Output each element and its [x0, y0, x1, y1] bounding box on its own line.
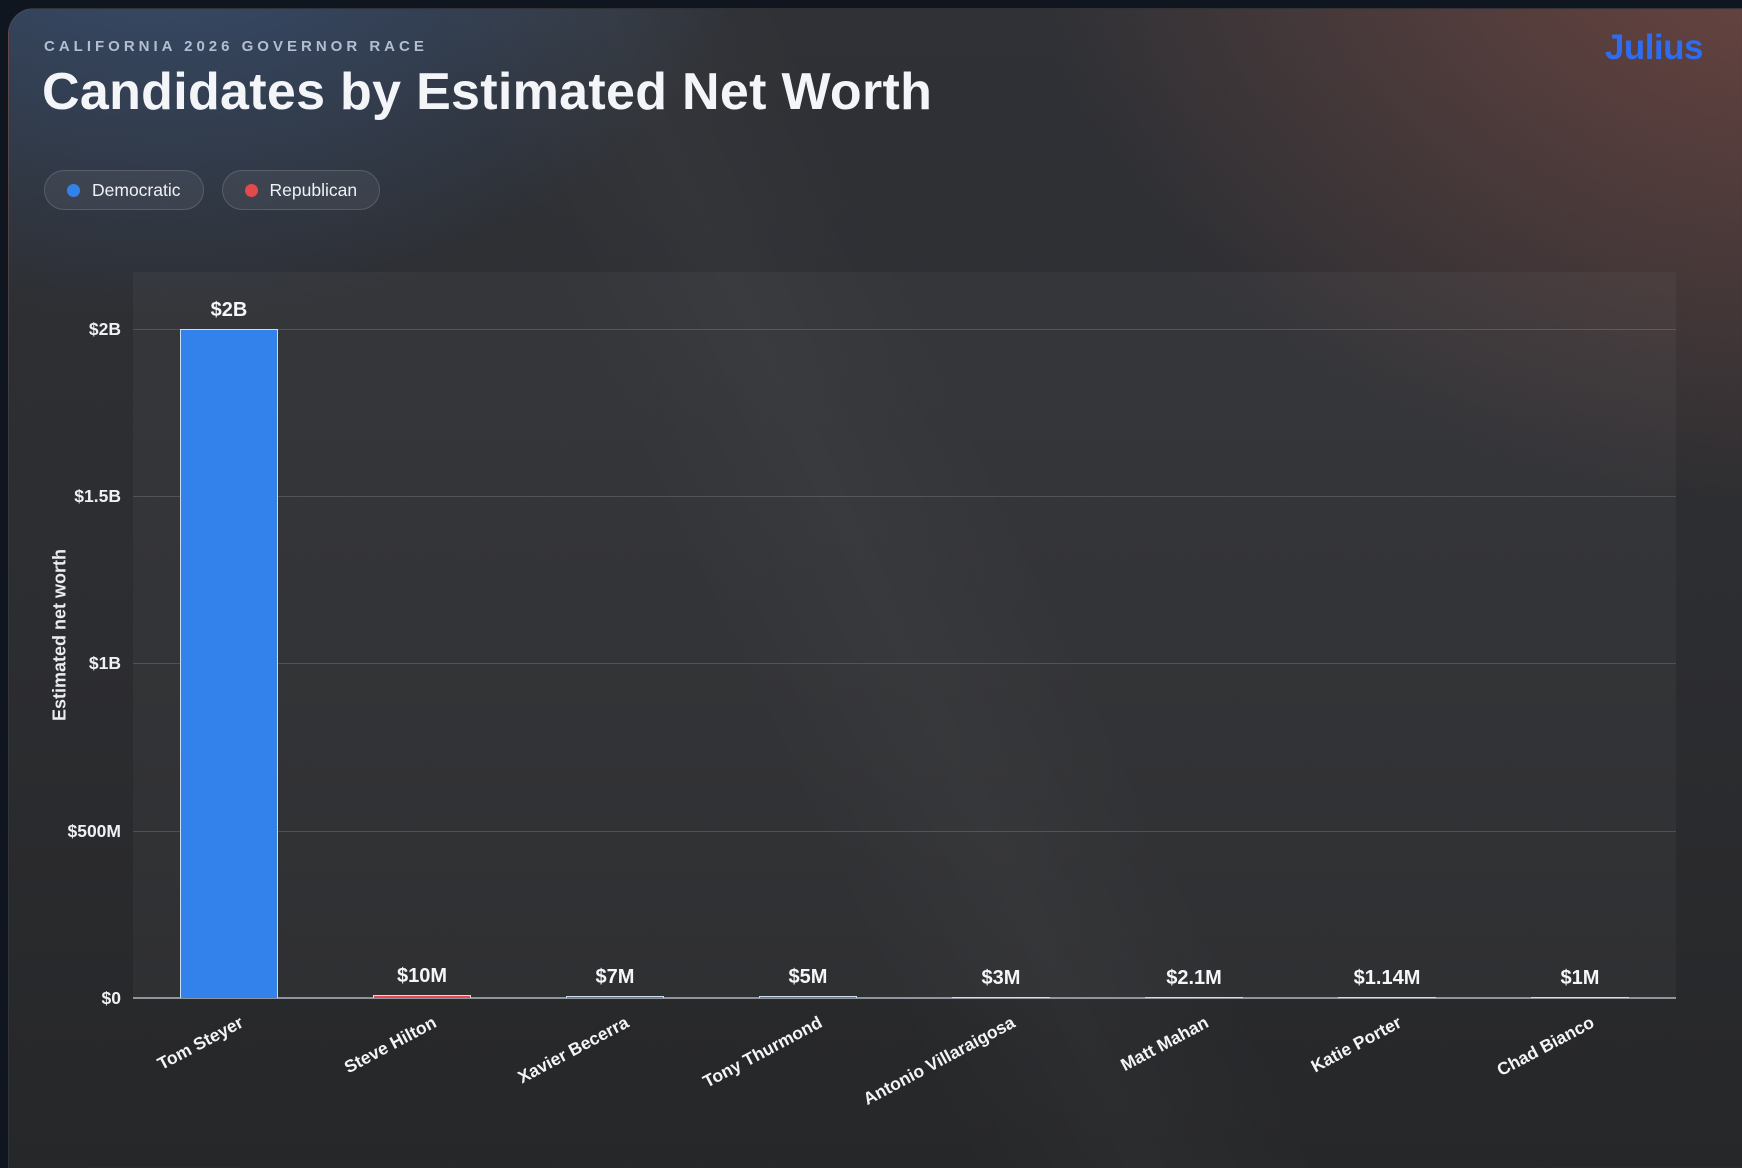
bar-value-label: $10M [396, 965, 448, 987]
bar-antonio-villaraigosa [952, 996, 1050, 998]
x-axis-line [133, 997, 1676, 999]
legend-item-republican[interactable]: Republican [221, 170, 381, 210]
x-axis-tick-label-chad-bianco: Chad Bianco [1493, 1012, 1598, 1080]
legend-label-democratic: Democratic [92, 179, 181, 200]
bar-tom-steyer [180, 328, 278, 998]
x-axis-tick-label-antonio-villaraigosa: Antonio Villaraigosa [859, 1012, 1019, 1109]
y-axis-tick-label: $1B [88, 653, 121, 673]
brand-logo[interactable]: Julius [1604, 28, 1704, 67]
bar-steve-hilton [373, 994, 471, 998]
bar-katie-porter [1338, 996, 1436, 998]
chart-card [8, 8, 1742, 1168]
bar-value-label: $2B [210, 299, 248, 321]
y-axis-title: Estimated net worth [49, 548, 70, 722]
bar-xavier-becerra [566, 995, 664, 998]
gridline [133, 329, 1676, 330]
x-axis-tick-label-matt-mahan: Matt Mahan [1117, 1012, 1212, 1075]
bar-value-label: $1M [1560, 967, 1600, 989]
y-axis-tick-label: $2B [88, 319, 121, 339]
y-axis-tick-label: $1.5B [74, 486, 121, 506]
x-axis-tick-label-tony-thurmond: Tony Thurmond [699, 1012, 826, 1092]
bar-value-label: $1.14M [1353, 967, 1421, 989]
bar-chad-bianco [1531, 996, 1629, 998]
y-axis-tick-label: $0 [101, 988, 121, 1008]
bar-tony-thurmond [759, 996, 857, 998]
gridline [133, 496, 1676, 497]
y-axis-tick-label: $500M [67, 821, 121, 841]
x-axis-tick-label-steve-hilton: Steve Hilton [340, 1012, 440, 1078]
bar-value-label: $5M [788, 966, 828, 988]
bar-value-label: $7M [595, 966, 635, 988]
legend-label-republican: Republican [269, 179, 358, 200]
bar-value-label: $3M [981, 967, 1021, 989]
democratic-dot-icon [67, 183, 80, 197]
gridline [133, 831, 1676, 832]
gridline [133, 663, 1676, 664]
x-axis-tick-label-xavier-becerra: Xavier Becerra [514, 1012, 633, 1088]
plot-area [133, 272, 1676, 998]
page-title: Candidates by Estimated Net Worth [42, 63, 933, 121]
x-axis-tick-label-tom-steyer: Tom Steyer [153, 1012, 247, 1074]
bar-value-label: $2.1M [1166, 967, 1222, 989]
chart-legend: Democratic Republican [44, 170, 381, 210]
bar-matt-mahan [1145, 996, 1243, 998]
chart-eyebrow: CALIFORNIA 2026 GOVERNOR RACE [44, 38, 428, 55]
legend-item-democratic[interactable]: Democratic [44, 170, 204, 210]
republican-dot-icon [244, 183, 258, 197]
x-axis-tick-label-katie-porter: Katie Porter [1307, 1012, 1405, 1077]
